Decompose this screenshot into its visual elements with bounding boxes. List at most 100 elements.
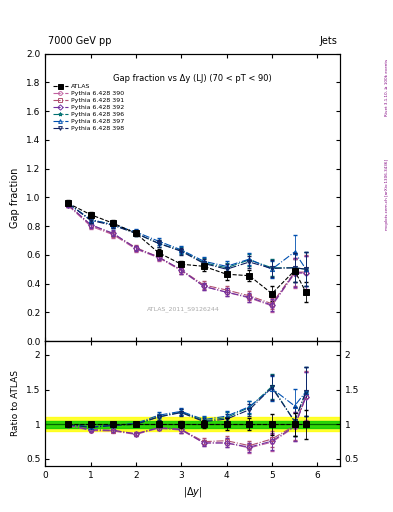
Pythia 6.428 398 — [224, 266, 229, 272]
Pythia 6.428 390 — [134, 246, 138, 252]
Pythia 6.428 398 — [179, 248, 184, 254]
ATLAS — [303, 289, 308, 295]
Pythia 6.428 390 — [66, 202, 70, 208]
Pythia 6.428 392 — [134, 245, 138, 251]
Pythia 6.428 398 — [303, 266, 308, 272]
Pythia 6.428 396 — [179, 247, 184, 253]
ATLAS — [292, 268, 297, 274]
Pythia 6.428 396 — [292, 265, 297, 271]
Pythia 6.428 397 — [111, 222, 116, 228]
Pythia 6.428 397 — [270, 266, 274, 272]
Pythia 6.428 390 — [303, 270, 308, 276]
ATLAS — [88, 211, 93, 218]
ATLAS — [156, 250, 161, 256]
Pythia 6.428 397 — [224, 263, 229, 269]
Pythia 6.428 398 — [66, 200, 70, 206]
Line: Pythia 6.428 392: Pythia 6.428 392 — [66, 202, 308, 307]
Pythia 6.428 397 — [202, 258, 206, 264]
Pythia 6.428 391 — [292, 269, 297, 275]
Pythia 6.428 396 — [247, 257, 252, 263]
Pythia 6.428 390 — [247, 295, 252, 301]
Pythia 6.428 392 — [247, 294, 252, 300]
Pythia 6.428 397 — [66, 200, 70, 206]
Pythia 6.428 398 — [156, 240, 161, 246]
Pythia 6.428 390 — [88, 223, 93, 229]
Pythia 6.428 398 — [270, 265, 274, 271]
Pythia 6.428 392 — [156, 254, 161, 260]
Pythia 6.428 391 — [270, 301, 274, 307]
Pythia 6.428 398 — [111, 222, 116, 228]
Pythia 6.428 391 — [202, 282, 206, 288]
Pythia 6.428 391 — [134, 245, 138, 251]
X-axis label: |$\Delta y$|: |$\Delta y$| — [183, 485, 202, 499]
Pythia 6.428 391 — [88, 222, 93, 228]
Pythia 6.428 398 — [247, 259, 252, 265]
Pythia 6.428 396 — [111, 222, 116, 228]
Pythia 6.428 396 — [66, 200, 70, 206]
Pythia 6.428 397 — [134, 229, 138, 235]
Pythia 6.428 398 — [134, 230, 138, 237]
Line: Pythia 6.428 398: Pythia 6.428 398 — [66, 201, 308, 271]
ATLAS — [66, 200, 70, 206]
Pythia 6.428 397 — [247, 256, 252, 262]
Pythia 6.428 398 — [202, 261, 206, 267]
ATLAS — [134, 230, 138, 237]
Legend: ATLAS, Pythia 6.428 390, Pythia 6.428 391, Pythia 6.428 392, Pythia 6.428 396, P: ATLAS, Pythia 6.428 390, Pythia 6.428 39… — [51, 83, 125, 132]
Pythia 6.428 392 — [88, 222, 93, 228]
Pythia 6.428 396 — [202, 260, 206, 266]
Pythia 6.428 396 — [156, 240, 161, 246]
Y-axis label: Gap fraction: Gap fraction — [10, 167, 20, 227]
Line: Pythia 6.428 396: Pythia 6.428 396 — [66, 201, 308, 271]
Text: 7000 GeV pp: 7000 GeV pp — [48, 36, 112, 46]
Pythia 6.428 392 — [202, 283, 206, 289]
Line: Pythia 6.428 391: Pythia 6.428 391 — [66, 202, 308, 306]
Pythia 6.428 397 — [292, 249, 297, 255]
ATLAS — [202, 263, 206, 269]
Line: ATLAS: ATLAS — [65, 200, 309, 296]
ATLAS — [247, 272, 252, 279]
Pythia 6.428 391 — [247, 293, 252, 299]
Pythia 6.428 396 — [134, 230, 138, 237]
Pythia 6.428 392 — [179, 267, 184, 273]
Pythia 6.428 391 — [156, 254, 161, 260]
Pythia 6.428 397 — [156, 238, 161, 244]
Pythia 6.428 392 — [292, 270, 297, 276]
Pythia 6.428 390 — [156, 254, 161, 261]
Pythia 6.428 392 — [303, 270, 308, 276]
Text: ATLAS_2011_S9126244: ATLAS_2011_S9126244 — [147, 307, 220, 312]
Text: Gap fraction vs Δy (LJ) (70 < pT < 90): Gap fraction vs Δy (LJ) (70 < pT < 90) — [113, 74, 272, 83]
Pythia 6.428 391 — [179, 267, 184, 273]
Pythia 6.428 396 — [224, 265, 229, 271]
ATLAS — [270, 290, 274, 296]
Pythia 6.428 392 — [270, 302, 274, 308]
Pythia 6.428 396 — [270, 265, 274, 271]
Pythia 6.428 390 — [224, 289, 229, 295]
Y-axis label: Ratio to ATLAS: Ratio to ATLAS — [11, 371, 20, 436]
Text: mcplots.cern.ch [arXiv:1306.3436]: mcplots.cern.ch [arXiv:1306.3436] — [385, 159, 389, 230]
Pythia 6.428 392 — [111, 230, 116, 237]
Pythia 6.428 397 — [88, 217, 93, 223]
Pythia 6.428 397 — [179, 247, 184, 253]
Pythia 6.428 398 — [292, 265, 297, 271]
ATLAS — [224, 271, 229, 278]
Pythia 6.428 392 — [224, 289, 229, 295]
Pythia 6.428 392 — [66, 202, 70, 208]
Pythia 6.428 396 — [88, 217, 93, 223]
Pythia 6.428 390 — [270, 303, 274, 309]
Pythia 6.428 397 — [303, 266, 308, 272]
Text: Rivet 3.1.10, ≥ 100k events: Rivet 3.1.10, ≥ 100k events — [385, 58, 389, 116]
Line: Pythia 6.428 390: Pythia 6.428 390 — [66, 203, 308, 308]
ATLAS — [179, 261, 184, 267]
Pythia 6.428 390 — [179, 268, 184, 274]
Line: Pythia 6.428 397: Pythia 6.428 397 — [66, 201, 308, 271]
Pythia 6.428 391 — [224, 287, 229, 293]
Pythia 6.428 390 — [202, 283, 206, 289]
Pythia 6.428 391 — [66, 202, 70, 208]
Pythia 6.428 396 — [303, 266, 308, 272]
Pythia 6.428 390 — [111, 231, 116, 238]
ATLAS — [111, 220, 116, 226]
Pythia 6.428 391 — [303, 269, 308, 275]
Pythia 6.428 391 — [111, 231, 116, 237]
Text: Jets: Jets — [319, 36, 337, 46]
Pythia 6.428 398 — [88, 217, 93, 223]
